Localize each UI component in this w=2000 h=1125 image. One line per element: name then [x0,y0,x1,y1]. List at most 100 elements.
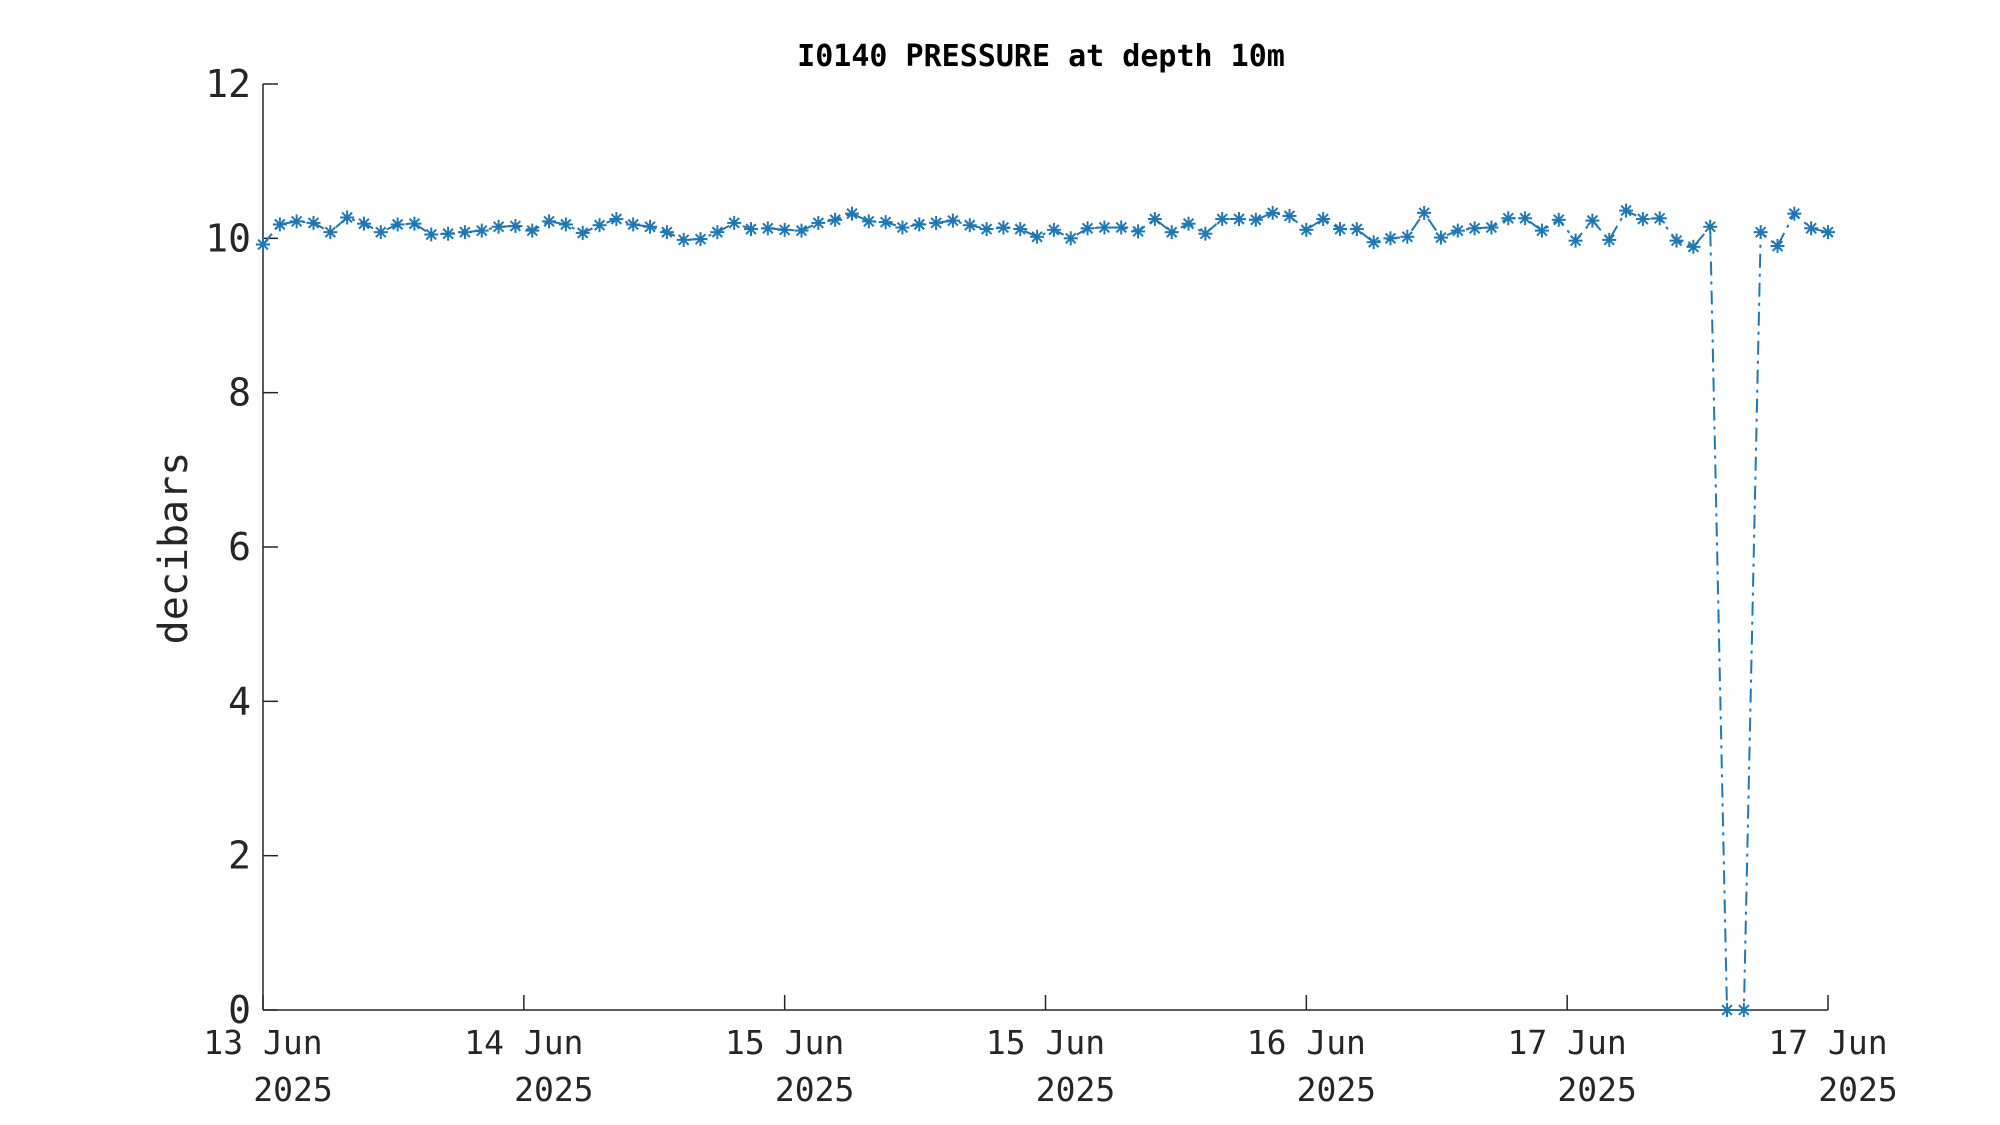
data-point [945,213,960,228]
x-axis-ticks: 13 Jun 2025 14 Jun 2025 15 Jun 2025 15 Jun 2025… [203,995,1898,1109]
data-point [1720,1003,1735,1017]
x-tick-label-date: 15 Jun [725,1023,844,1062]
data-point [1013,222,1028,237]
data-point [1282,208,1297,223]
data-point [727,215,742,230]
data-point [1316,212,1331,227]
data-point [1753,225,1768,240]
x-tick-label-date: 14 Jun [464,1023,583,1062]
data-point [1619,203,1634,218]
x-tick-label-year: 2025 [775,1070,854,1109]
x-tick-label-year: 2025 [514,1070,593,1109]
x-tick-label-date: 17 Jun [1768,1023,1887,1062]
data-point [1114,220,1129,235]
data-point [1433,230,1448,245]
data-point [1063,231,1078,246]
data-point [356,216,371,231]
data-point [525,223,540,238]
data-point [390,217,405,232]
data-point [272,217,287,232]
data-point [1585,213,1600,228]
data-point [710,225,725,240]
x-tick-label-date: 13 Jun [203,1023,322,1062]
data-point [1046,222,1061,237]
data-point [760,221,775,236]
data-point [744,222,759,237]
data-point [457,225,472,240]
data-point [491,219,506,234]
y-tick-label: 10 [205,216,251,260]
data-point [1821,225,1835,240]
data-point [979,222,994,237]
data-point [542,214,557,229]
data-point [996,220,1011,235]
data-point [306,215,321,230]
data-point [811,215,826,230]
data-point [1568,233,1583,248]
data-point [1349,222,1364,237]
data-markers [256,203,1835,1017]
x-tick-label-year: 2025 [253,1070,332,1109]
data-point [844,206,859,221]
data-point [659,225,674,240]
data-point [1417,205,1432,220]
data-point [626,217,641,232]
x-tick-label-date: 16 Jun [1247,1023,1366,1062]
data-point [643,219,658,234]
data-point [1602,232,1617,247]
data-point [1686,239,1701,254]
data-point [508,218,523,233]
data-point [575,225,590,240]
data-point [340,210,355,225]
data-point [424,227,439,242]
data-point [1484,220,1499,235]
data-point [1518,211,1533,226]
data-point [256,237,270,252]
data-point [1080,221,1095,236]
data-point [1450,223,1465,238]
x-tick-label-date: 15 Jun [986,1023,1105,1062]
data-point [441,226,456,241]
data-point [693,232,708,247]
data-point [1147,212,1162,227]
data-point [962,218,977,233]
data-point [895,220,910,235]
y-tick-label: 2 [228,834,251,878]
data-point [794,223,809,238]
data-point [1366,235,1381,250]
data-point [1299,222,1314,237]
data-point [1534,223,1549,238]
data-point [1164,225,1179,240]
data-point [1736,1003,1751,1017]
data-point [558,217,573,232]
data-point [1669,233,1684,248]
y-axis-ticks: 0 2 4 6 8 10 12 [205,62,278,1032]
y-axis-label: decibars [151,452,197,645]
y-tick-label: 8 [228,371,251,415]
data-point [1332,222,1347,237]
y-tick-label: 12 [205,62,251,106]
data-point [1652,211,1667,226]
data-point [1248,212,1263,227]
data-point [474,223,489,238]
data-point [1181,216,1196,231]
series-line [262,209,1829,1011]
data-point [289,214,304,229]
data-point [1770,239,1785,254]
x-tick-label-year: 2025 [1036,1070,1115,1109]
data-point [1635,212,1650,227]
data-point [1232,212,1247,227]
data-point [1215,212,1230,227]
data-point [1030,229,1045,244]
data-point [1501,211,1516,226]
data-point [609,212,624,227]
chart-title: I0140 PRESSURE at depth 10m [797,39,1285,74]
data-point [777,222,792,237]
x-tick-label-year: 2025 [1297,1070,1376,1109]
x-tick-label-year: 2025 [1818,1070,1897,1109]
y-tick-label: 6 [228,525,251,569]
data-point [861,214,876,229]
data-point [929,215,944,230]
y-tick-label: 0 [228,988,251,1032]
